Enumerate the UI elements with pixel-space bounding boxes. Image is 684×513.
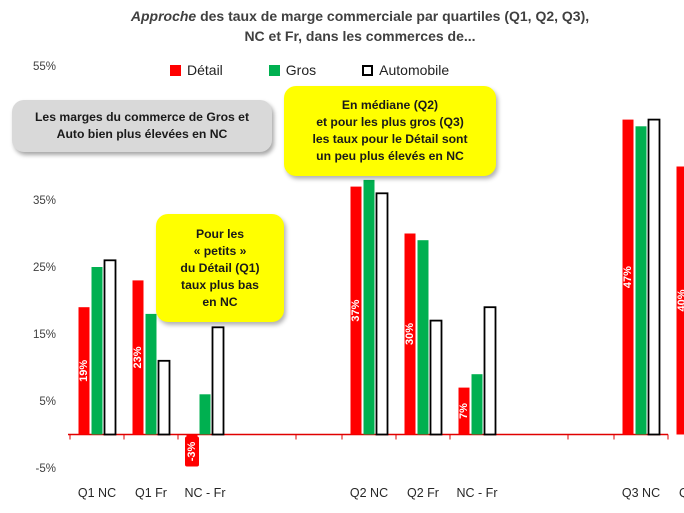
callout-small-line-3: du Détail (Q1) <box>180 260 260 275</box>
legend-item-gros: Gros <box>268 62 317 78</box>
callout-small-line-2: « petits » <box>193 243 247 258</box>
x-tick-label: Q3 Fr <box>679 486 684 500</box>
bar-dtail-7 <box>676 166 684 435</box>
data-label-5: 7% <box>458 403 470 419</box>
x-tick-label: Q1 NC <box>78 486 116 500</box>
data-label-3: 37% <box>350 299 362 321</box>
chart-title-italic: Approche <box>130 8 197 24</box>
bar-automobile-4 <box>429 319 443 436</box>
bar-gros-5 <box>471 374 483 435</box>
x-tick-label: Q2 NC <box>350 486 388 500</box>
bar-automobile-2 <box>211 326 225 436</box>
bar-gros-4 <box>417 240 429 435</box>
x-tick-label: Q1 Fr <box>135 486 167 500</box>
bar-gros-2 <box>199 394 211 435</box>
bar-gros-6 <box>635 126 647 435</box>
legend-swatch-gros <box>268 64 280 76</box>
bar-dtail-6 <box>622 119 634 435</box>
bar-dtail-4 <box>404 233 416 435</box>
x-tick-label: Q3 NC <box>622 486 660 500</box>
legend: Détail Gros Automobile <box>170 62 487 78</box>
legend-label-automobile: Automobile <box>379 62 450 78</box>
data-label-0: 19% <box>78 360 90 382</box>
bar-gros-0 <box>91 267 103 435</box>
callout-large-line-2: et pour les plus gros (Q3) <box>316 115 464 129</box>
bar-dtail-0 <box>78 307 90 435</box>
data-label-2: -3% <box>186 442 198 462</box>
x-tick-label: NC - Fr <box>457 486 498 500</box>
callout-large-line-3: les taux pour le Détail sont <box>312 132 468 146</box>
bar-gros-3 <box>363 179 375 435</box>
callout-small-line-4: taux plus bas <box>181 277 259 292</box>
callout-yellow-large: En médiane (Q2) et pour les plus gros (Q… <box>284 86 496 176</box>
bar-automobile-1 <box>157 359 171 436</box>
data-label-bg-2 <box>185 436 199 467</box>
callout-small-line-1: Pour les <box>195 226 245 241</box>
legend-item-detail: Détail <box>170 62 223 78</box>
bar-automobile-3 <box>375 192 389 436</box>
legend-label-gros: Gros <box>285 62 317 78</box>
bar-dtail-1 <box>132 280 144 435</box>
x-tick-label: Q2 Fr <box>407 486 439 500</box>
y-tick-label: 5% <box>39 396 56 408</box>
legend-swatch-automobile <box>362 64 374 76</box>
legend-item-automobile: Automobile <box>362 62 449 78</box>
y-tick-label: 55% <box>33 61 56 73</box>
bar-automobile-5 <box>483 306 497 436</box>
data-label-6: 47% <box>622 266 634 288</box>
callout-grey: Les marges du commerce de Gros et Auto b… <box>12 100 272 152</box>
chart-title-line2: NC et Fr, dans les commerces de... <box>244 28 476 44</box>
x-tick-label: NC - Fr <box>185 486 226 500</box>
bar-dtail-3 <box>350 186 362 435</box>
y-tick-label: 35% <box>33 195 56 207</box>
chart-title-line1: des taux de marge commerciale par quarti… <box>196 8 590 24</box>
data-label-1: 23% <box>132 346 144 368</box>
callout-grey-text: Les marges du commerce de Gros et Auto b… <box>34 110 250 141</box>
y-tick-label: 15% <box>33 329 56 341</box>
y-tick-label: -5% <box>36 463 56 475</box>
callout-small-line-5: en NC <box>202 294 238 309</box>
callout-large-line-1: En médiane (Q2) <box>341 98 439 112</box>
bar-automobile-0 <box>103 259 117 436</box>
callout-yellow-small: Pour les « petits » du Détail (Q1) taux … <box>156 214 284 322</box>
data-label-4: 30% <box>404 323 416 345</box>
callout-large-line-4: un peu plus élevés en NC <box>316 149 464 163</box>
bar-dtail-5 <box>458 387 470 435</box>
data-label-7: 40% <box>676 289 684 311</box>
y-tick-label: 25% <box>33 262 56 274</box>
chart-title: Approche des taux de marge commerciale p… <box>60 8 660 44</box>
legend-label-detail: Détail <box>187 62 223 78</box>
legend-swatch-detail <box>170 64 181 76</box>
bar-automobile-6 <box>647 118 661 436</box>
bar-gros-1 <box>145 313 157 435</box>
